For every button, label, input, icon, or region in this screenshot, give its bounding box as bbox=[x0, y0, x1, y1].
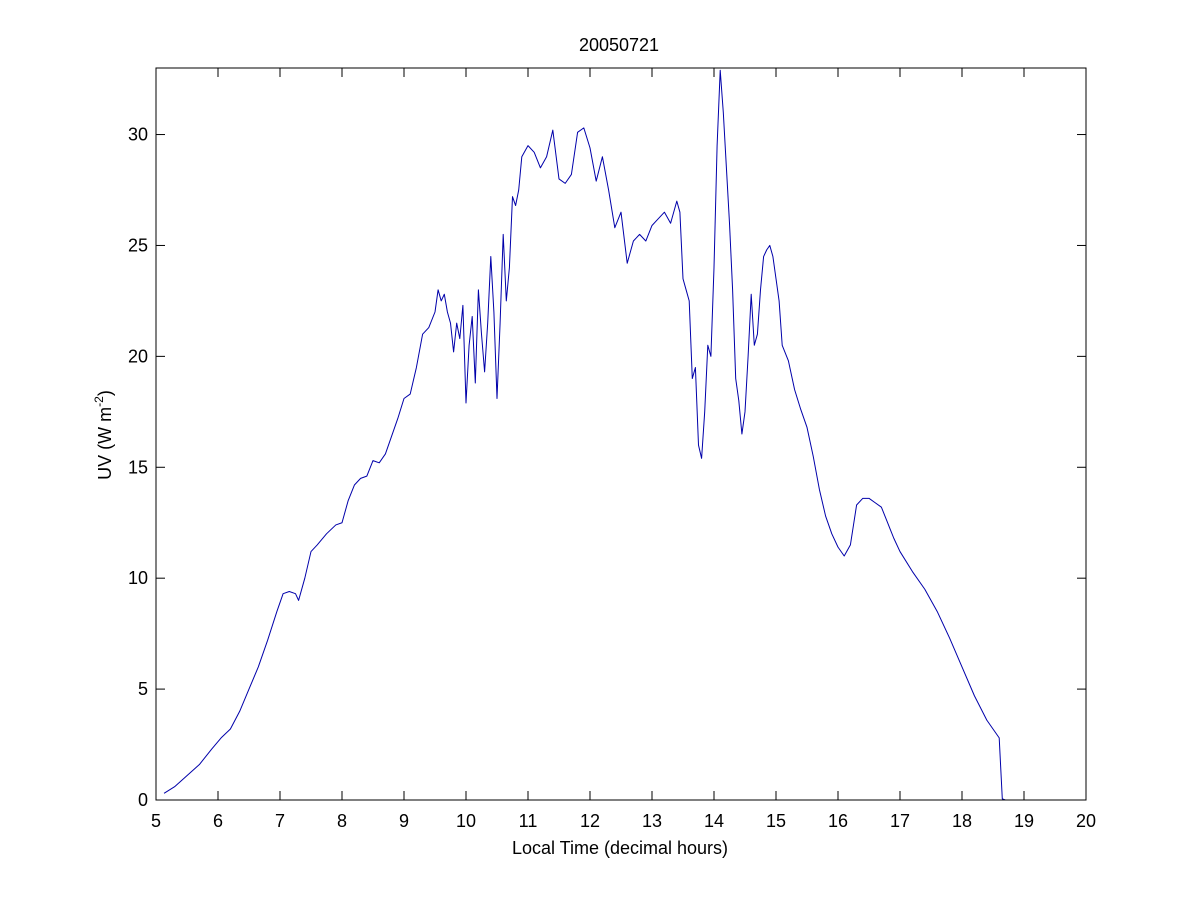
y-axis-label-main: UV (W m bbox=[95, 407, 115, 480]
y-tick-label: 25 bbox=[128, 235, 148, 255]
y-axis-ticks: 0 5 10 15 20 25 30 bbox=[128, 125, 1086, 810]
x-tick-label: 17 bbox=[890, 811, 910, 831]
x-tick-label: 15 bbox=[766, 811, 786, 831]
x-axis-ticks: 5 6 7 8 9 10 11 12 13 14 15 16 17 18 19 20 bbox=[151, 68, 1096, 831]
uv-series-line bbox=[163, 69, 1055, 801]
x-tick-label: 19 bbox=[1014, 811, 1034, 831]
y-tick-label: 15 bbox=[128, 457, 148, 477]
x-tick-label: 13 bbox=[642, 811, 662, 831]
plot-area bbox=[163, 69, 1055, 801]
y-tick-label: 30 bbox=[128, 125, 148, 145]
y-axis-label-superscript: -2 bbox=[92, 396, 106, 407]
x-tick-label: 8 bbox=[337, 811, 347, 831]
x-tick-label: 20 bbox=[1076, 811, 1096, 831]
axes-frame bbox=[155, 67, 1087, 801]
x-tick-label: 12 bbox=[580, 811, 600, 831]
x-tick-label: 16 bbox=[828, 811, 848, 831]
x-axis-label: Local Time (decimal hours) bbox=[512, 838, 728, 858]
x-tick-label: 9 bbox=[399, 811, 409, 831]
chart-title: 20050721 bbox=[579, 35, 659, 55]
y-tick-label: 5 bbox=[138, 679, 148, 699]
y-tick-label: 10 bbox=[128, 568, 148, 588]
x-tick-label: 14 bbox=[704, 811, 724, 831]
y-tick-label: 20 bbox=[128, 346, 148, 366]
y-tick-label: 0 bbox=[138, 790, 148, 810]
x-tick-label: 18 bbox=[952, 811, 972, 831]
x-tick-label: 10 bbox=[456, 811, 476, 831]
x-tick-label: 11 bbox=[519, 811, 538, 831]
y-axis-label: UV (W m-2) bbox=[92, 390, 115, 480]
y-axis-label-close: ) bbox=[95, 390, 115, 396]
x-tick-label: 6 bbox=[213, 811, 223, 831]
x-tick-label: 7 bbox=[275, 811, 285, 831]
x-tick-label: 5 bbox=[151, 811, 161, 831]
